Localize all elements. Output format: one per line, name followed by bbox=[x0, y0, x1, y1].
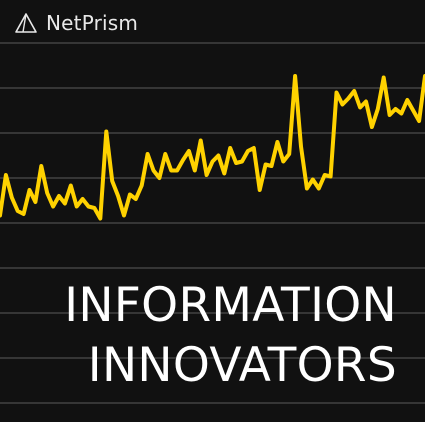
triangle-prism-icon bbox=[15, 13, 37, 33]
brand: NetPrism bbox=[14, 10, 138, 36]
headline-line-1: INFORMATION bbox=[64, 278, 397, 333]
trend-line bbox=[0, 74, 425, 221]
gridlines bbox=[0, 42, 425, 404]
brand-name: NetPrism bbox=[46, 11, 139, 35]
headline: INFORMATION INNOVATORS bbox=[64, 276, 397, 396]
headline-line-2: INNOVATORS bbox=[87, 338, 397, 393]
